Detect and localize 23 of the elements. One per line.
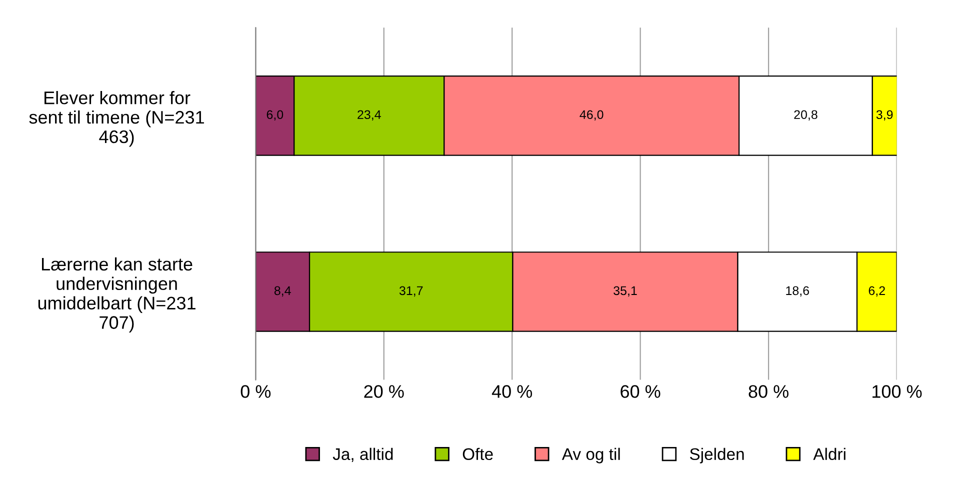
legend-label: Ofte [462,448,493,460]
data-label: 18,6 [786,286,810,297]
x-tick-label: 0 % [240,385,271,398]
x-tick-label: 20 % [364,385,404,398]
data-label: 20,8 [794,110,818,121]
data-label: 6,0 [266,110,284,121]
x-tick-label: 80 % [748,385,788,398]
legend-label: Aldri [813,448,846,460]
x-tick-label: 60 % [620,385,660,398]
x-tick-label: 40 % [492,385,532,398]
x-tick-label: 100 % [872,385,922,398]
data-label: 8,4 [274,286,291,297]
data-label: 6,2 [868,286,885,297]
data-label: 23,4 [358,110,381,121]
legend-label: Ja, alltid [332,448,393,462]
data-label: 46,0 [580,110,604,121]
y-tick-label: Elever kommer for sent til timene (N=231 463) [29,91,204,147]
data-label: 35,1 [614,286,637,297]
legend-label: Av og til [562,448,620,464]
data-label: 3,9 [876,110,893,121]
y-tick-label: Lærerne kan starte undervisningen umiddelbart (N=231 707) [38,257,196,332]
legend-label: Sjelden [690,448,744,464]
data-label: 31,7 [399,286,423,297]
